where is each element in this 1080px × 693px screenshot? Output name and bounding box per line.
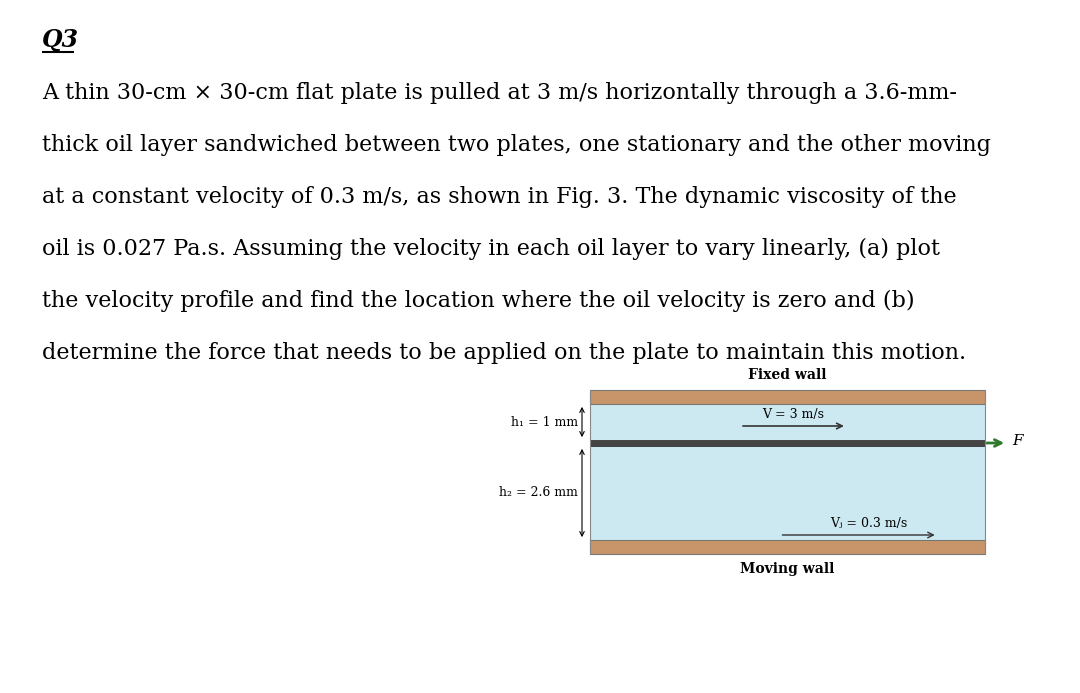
Text: h₁ = 1 mm: h₁ = 1 mm bbox=[511, 416, 578, 428]
Text: F: F bbox=[1012, 434, 1023, 448]
Text: h₂ = 2.6 mm: h₂ = 2.6 mm bbox=[499, 486, 578, 500]
Text: Fixed wall: Fixed wall bbox=[748, 368, 827, 382]
Text: the velocity profile and find the location where the oil velocity is zero and (b: the velocity profile and find the locati… bbox=[42, 290, 915, 312]
Text: at a constant velocity of 0.3 m/s, as shown in Fig. 3. The dynamic viscosity of : at a constant velocity of 0.3 m/s, as sh… bbox=[42, 186, 957, 208]
Bar bbox=[590, 404, 985, 440]
Text: thick oil layer sandwiched between two plates, one stationary and the other movi: thick oil layer sandwiched between two p… bbox=[42, 134, 990, 156]
Text: oil is 0.027 Pa.s. Assuming the velocity in each oil layer to vary linearly, (a): oil is 0.027 Pa.s. Assuming the velocity… bbox=[42, 238, 940, 260]
Bar bbox=[590, 540, 985, 554]
Text: A thin 30-cm × 30-cm flat plate is pulled at 3 m/s horizontally through a 3.6-mm: A thin 30-cm × 30-cm flat plate is pulle… bbox=[42, 82, 957, 104]
Text: determine the force that needs to be applied on the plate to maintain this motio: determine the force that needs to be app… bbox=[42, 342, 967, 364]
Text: Vⱼ = 0.3 m/s: Vⱼ = 0.3 m/s bbox=[829, 517, 907, 530]
Bar bbox=[590, 390, 985, 404]
Text: Moving wall: Moving wall bbox=[740, 562, 835, 576]
Text: V = 3 m/s: V = 3 m/s bbox=[762, 408, 824, 421]
Bar bbox=[590, 440, 985, 446]
Text: Q3: Q3 bbox=[42, 28, 79, 52]
Bar bbox=[590, 446, 985, 540]
